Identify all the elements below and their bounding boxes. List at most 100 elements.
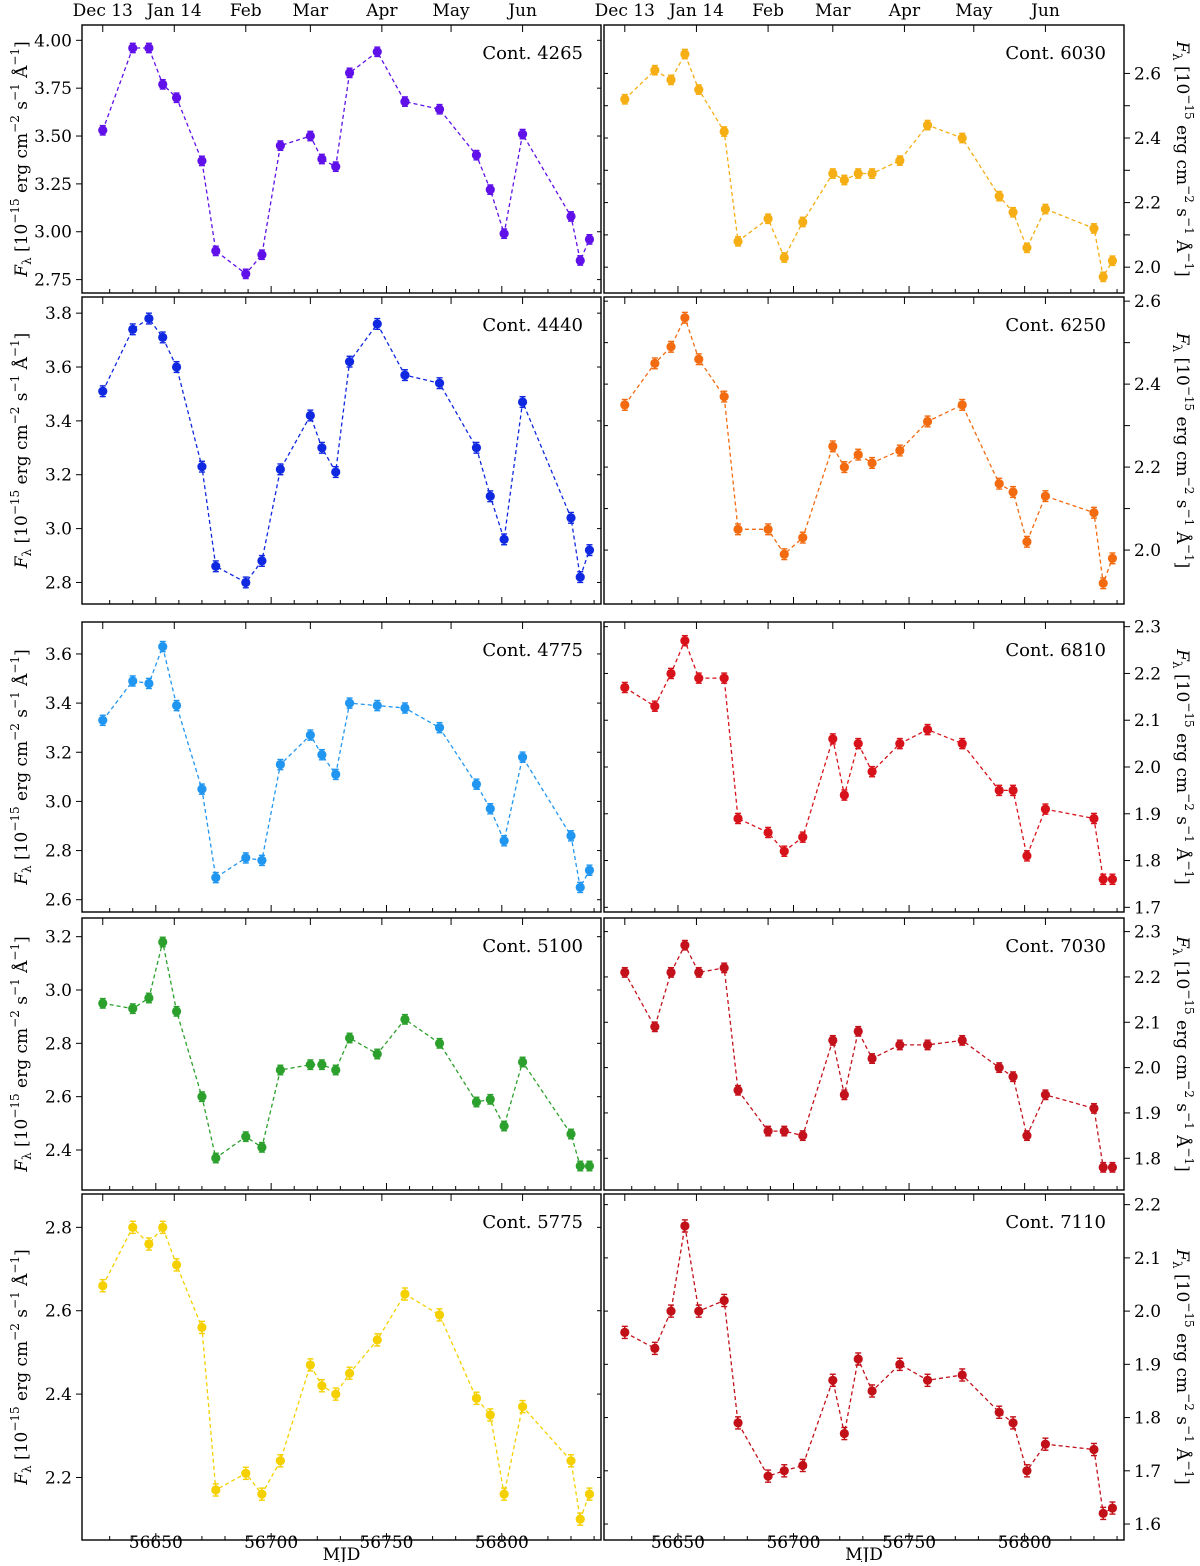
panel-frame xyxy=(81,24,602,294)
data-point xyxy=(1107,553,1118,563)
panel: 2.75 3.00 3.25 3.50 3.75 4.00 Cont. 4265 Fλ [10… xyxy=(8,24,602,294)
data-point xyxy=(584,234,595,244)
data-point xyxy=(400,96,410,107)
data-point xyxy=(317,750,327,760)
data-point xyxy=(499,229,509,239)
x-tick-label: 56750 xyxy=(359,1533,413,1553)
y-tick-label: 2.0 xyxy=(1134,541,1161,561)
data-point xyxy=(694,84,704,95)
data-point xyxy=(257,1142,267,1152)
data-point xyxy=(144,1239,154,1249)
y-tick-label: 2.1 xyxy=(1134,1013,1161,1033)
month-label: Jun xyxy=(1029,1,1060,21)
y-axis-label-part: ] xyxy=(12,1249,32,1256)
y-tick-label: 2.75 xyxy=(34,271,72,291)
panel-label: Cont. 4440 xyxy=(482,315,583,336)
data-point xyxy=(144,993,154,1003)
data-point xyxy=(344,68,355,78)
data-point xyxy=(1008,1072,1018,1082)
data-point xyxy=(211,561,221,571)
y-axis-label-part: −1 xyxy=(1183,1147,1197,1165)
data-point xyxy=(895,156,905,166)
data-point xyxy=(763,1126,773,1136)
x-tick-label: 56750 xyxy=(882,1533,936,1553)
y-tick-label: 2.6 xyxy=(45,891,72,911)
x-axis-title: MJD xyxy=(323,1545,361,1562)
y-tick-label: 1.7 xyxy=(1134,1462,1161,1482)
panel-label: Cont. 7030 xyxy=(1005,936,1106,957)
data-point xyxy=(922,1040,933,1050)
data-point xyxy=(994,1063,1004,1073)
y-axis-label: Fλ [10−15 erg cm−2 s−1 Å−1] xyxy=(8,1249,34,1486)
data-point xyxy=(211,1153,221,1163)
data-point xyxy=(158,1222,168,1232)
y-tick-label: 1.9 xyxy=(1134,805,1161,825)
data-point xyxy=(666,967,676,978)
panel-label: Cont. 7110 xyxy=(1005,1212,1106,1233)
data-point xyxy=(344,357,355,367)
y-axis-label-part: −15 xyxy=(1183,989,1197,1014)
y-axis-label-part: s xyxy=(1173,494,1193,508)
month-label: Dec 13 xyxy=(595,1,655,21)
data-point xyxy=(733,813,743,824)
y-axis-label-part: −2 xyxy=(1183,477,1197,495)
data-point xyxy=(211,1485,221,1495)
data-point xyxy=(694,354,704,364)
series-line xyxy=(102,317,591,584)
data-point xyxy=(257,1489,267,1499)
data-point xyxy=(305,1360,315,1370)
data-point xyxy=(400,703,410,713)
y-axis-label-part: [10 xyxy=(1173,956,1193,990)
y-axis-label-part: −1 xyxy=(8,943,22,961)
data-point xyxy=(1022,537,1032,547)
y-axis-label-part: λ xyxy=(20,1152,34,1160)
data-point xyxy=(241,269,251,279)
y-axis-label: Fλ [10−15 erg cm−2 s−1 Å−1] xyxy=(1171,648,1197,885)
data-point xyxy=(1107,256,1118,266)
y-tick-label: 2.2 xyxy=(1134,968,1161,988)
data-point xyxy=(828,734,838,744)
data-point xyxy=(344,1368,355,1378)
y-axis-label-part: −15 xyxy=(8,198,22,223)
y-axis-label-part: −15 xyxy=(8,1093,22,1118)
data-point xyxy=(763,1471,773,1481)
series-line xyxy=(624,943,1113,1168)
y-axis-label-part: λ xyxy=(20,865,34,873)
data-point xyxy=(779,1466,789,1476)
y-axis-label-part: s xyxy=(12,1309,32,1323)
y-axis-label-part: −1 xyxy=(8,1256,22,1274)
data-point xyxy=(305,131,315,141)
y-axis-label: Fλ [10−15 erg cm−2 s−1 Å−1] xyxy=(1171,935,1197,1172)
data-point xyxy=(719,391,729,402)
y-axis-label-part: erg cm xyxy=(1173,1328,1193,1394)
data-point xyxy=(779,1126,789,1136)
y-axis-label-part: [10 xyxy=(1173,61,1193,95)
data-point xyxy=(828,1375,838,1385)
data-point xyxy=(719,673,729,683)
y-axis-label-part: [10 xyxy=(12,1432,32,1466)
data-point xyxy=(895,739,905,749)
data-point xyxy=(867,168,877,179)
y-tick-label: 3.0 xyxy=(45,792,72,812)
y-axis-label-part: erg cm xyxy=(12,1341,32,1407)
panel: 2.0 2.2 2.4 2.6 Cont. 6030 Fλ [10−15 erg cm−2… xyxy=(603,24,1197,294)
data-point xyxy=(620,682,630,693)
y-tick-label: 2.2 xyxy=(1134,194,1161,214)
y-axis-label-part: −1 xyxy=(8,978,22,996)
y-tick-label: 3.2 xyxy=(45,743,72,763)
data-point xyxy=(733,1085,743,1095)
y-tick-label: 2.2 xyxy=(45,1468,72,1488)
y-tick-label: 2.2 xyxy=(1134,1196,1161,1216)
y-axis-label-part: F xyxy=(12,872,32,886)
data-point xyxy=(317,1381,327,1391)
data-point xyxy=(957,400,967,410)
y-axis-label-part: Å xyxy=(11,673,32,691)
data-point xyxy=(305,410,315,421)
x-tick-label: 56700 xyxy=(244,1533,298,1553)
data-point xyxy=(171,1006,182,1016)
y-axis-label-part: λ xyxy=(20,257,34,265)
y-tick-label: 3.4 xyxy=(45,412,72,432)
y-tick-label: 2.1 xyxy=(1134,1249,1161,1269)
y-axis-label-part: Å xyxy=(11,960,32,978)
